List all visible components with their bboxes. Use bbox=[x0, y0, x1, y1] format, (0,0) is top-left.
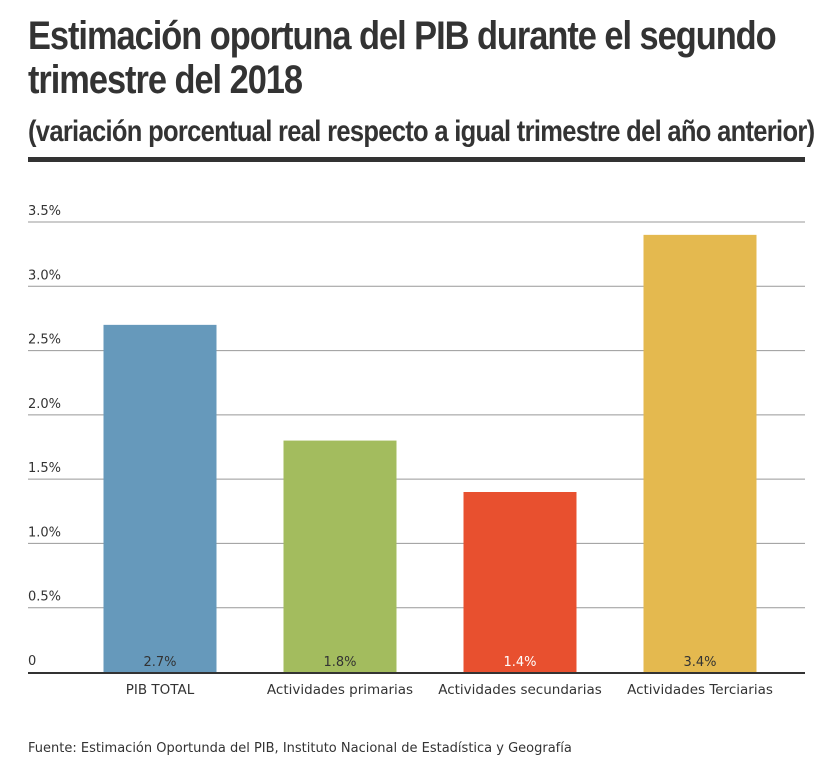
value-labels: 2.7% 1.8% 1.4% 3.4% bbox=[143, 655, 716, 670]
bar bbox=[643, 234, 757, 672]
y-tick-label: 0.5% bbox=[28, 590, 61, 605]
y-tick-label: 1.0% bbox=[28, 525, 61, 540]
x-axis-labels: PIB TOTAL Actividades primarias Actividade… bbox=[126, 682, 773, 698]
bars bbox=[103, 234, 757, 672]
chart-subtitle: (variación porcentual real respecto a ig… bbox=[28, 115, 815, 148]
data-label: 1.8% bbox=[323, 655, 356, 670]
chart-title: Estimación oportuna del PIB durante el s… bbox=[28, 14, 777, 102]
x-tick-label: Actividades Terciarias bbox=[627, 682, 773, 698]
x-tick-label: PIB TOTAL bbox=[126, 682, 195, 698]
source-note: Fuente: Estimación Oportunda del PIB, In… bbox=[28, 741, 572, 756]
data-label: 1.4% bbox=[503, 655, 536, 670]
y-tick-label: 2.0% bbox=[28, 397, 61, 412]
y-tick-label: 3.0% bbox=[28, 268, 61, 283]
y-tick-label: 2.5% bbox=[28, 333, 61, 348]
data-label: 2.7% bbox=[143, 655, 176, 670]
x-tick-label: Actividades secundarias bbox=[438, 682, 602, 698]
data-label: 3.4% bbox=[683, 655, 716, 670]
bar bbox=[283, 440, 397, 672]
y-tick-label: 0 bbox=[28, 654, 36, 669]
x-tick-label: Actividades primarias bbox=[267, 682, 413, 698]
title-divider bbox=[28, 157, 805, 162]
y-tick-label: 3.5% bbox=[28, 204, 61, 219]
y-axis: 0 0.5% 1.0% 1.5% 2.0% 2.5% 3.0% 3.5% bbox=[28, 204, 61, 669]
bar-chart: 0 0.5% 1.0% 1.5% 2.0% 2.5% 3.0% 3.5% PIB TOTAL A… bbox=[28, 204, 805, 698]
bar bbox=[103, 324, 217, 672]
bar bbox=[463, 492, 577, 672]
y-tick-label: 1.5% bbox=[28, 461, 61, 476]
